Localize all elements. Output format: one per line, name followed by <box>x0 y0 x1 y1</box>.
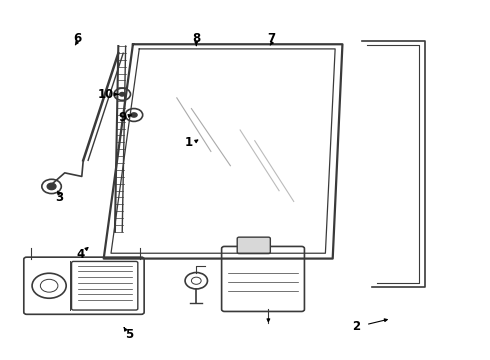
Text: 1: 1 <box>185 136 193 149</box>
Text: 5: 5 <box>125 328 133 341</box>
Circle shape <box>47 183 56 190</box>
FancyBboxPatch shape <box>237 237 270 253</box>
Text: 6: 6 <box>73 32 81 45</box>
Text: 9: 9 <box>118 111 126 124</box>
Text: 2: 2 <box>352 320 360 333</box>
Text: 7: 7 <box>268 32 276 45</box>
Text: 10: 10 <box>98 89 114 102</box>
Text: 3: 3 <box>55 191 63 204</box>
Text: 4: 4 <box>76 248 84 261</box>
Text: 8: 8 <box>192 32 200 45</box>
Circle shape <box>119 92 125 97</box>
Circle shape <box>130 112 138 118</box>
